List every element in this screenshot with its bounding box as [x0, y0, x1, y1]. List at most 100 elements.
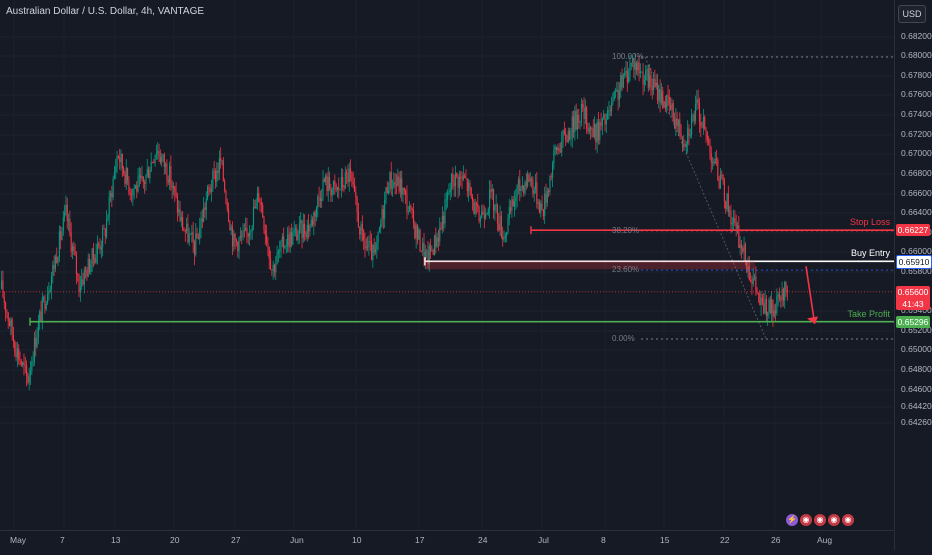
candle-body — [773, 310, 775, 317]
candle-body — [727, 193, 729, 212]
candle-body — [401, 178, 403, 195]
candle-body — [705, 128, 707, 132]
candle-body — [285, 245, 287, 247]
candle-body — [583, 107, 585, 119]
candle-body — [437, 237, 439, 242]
candle-body — [767, 311, 769, 316]
candle-body — [576, 114, 579, 130]
candle-body — [151, 162, 154, 163]
candle-body — [224, 180, 226, 191]
candle-body — [137, 176, 139, 192]
candle-body — [121, 153, 123, 169]
candle-body — [365, 246, 367, 249]
candle-body — [750, 279, 752, 282]
candle-body — [184, 230, 186, 232]
candle-body — [550, 176, 552, 177]
candle-body — [370, 241, 373, 260]
candle-body — [175, 191, 177, 197]
candle-body — [759, 293, 761, 306]
candle-body — [498, 223, 500, 231]
lightning-icon[interactable]: ⚡ — [786, 514, 798, 526]
candle-body — [512, 199, 514, 207]
candle-body — [591, 128, 593, 130]
flag-us-icon[interactable]: ◉ — [842, 514, 854, 526]
candle-body — [226, 203, 228, 210]
candle-body — [399, 178, 401, 192]
candle-body — [200, 218, 202, 229]
candle-body — [402, 188, 404, 195]
candle-body — [612, 99, 614, 104]
candle-body — [319, 197, 321, 202]
candle-body — [60, 231, 62, 240]
candle-body — [203, 207, 205, 222]
buy-entry-label: Buy Entry — [850, 248, 890, 259]
candle-body — [621, 75, 623, 88]
candle-body — [271, 269, 273, 271]
candle-body — [609, 110, 611, 112]
candle-body — [335, 184, 337, 190]
candle-body — [658, 88, 660, 101]
x-tick-label: 7 — [60, 535, 65, 545]
candle-body — [427, 251, 429, 265]
candle-body — [150, 162, 152, 172]
currency-button[interactable]: USD — [898, 5, 926, 23]
candle-body — [625, 70, 627, 73]
candle-body — [490, 189, 492, 192]
candle-body — [372, 245, 374, 260]
candle-body — [360, 224, 362, 235]
candle-body — [332, 180, 335, 189]
candle-body — [256, 193, 258, 200]
candle-body — [600, 122, 602, 126]
candle-body — [478, 207, 480, 222]
candle-body — [407, 211, 409, 213]
candle-body — [772, 299, 774, 317]
candle-body — [208, 186, 210, 188]
candle-body — [178, 209, 180, 213]
fib-level-label: 38.20% — [612, 225, 640, 235]
candle-body — [281, 236, 283, 242]
candle-body — [153, 162, 155, 163]
candle-body — [412, 210, 415, 224]
y-tick-label: 0.67600 — [901, 89, 932, 99]
x-tick-label: Aug — [817, 535, 833, 545]
candle-body — [359, 227, 361, 235]
candle-body — [633, 58, 635, 70]
candle-body — [18, 348, 20, 360]
candle-body — [616, 89, 618, 92]
candle-body — [233, 233, 235, 247]
candle-body — [195, 233, 197, 255]
candle-body — [71, 246, 74, 252]
flag-us-icon[interactable]: ◉ — [828, 514, 840, 526]
candle-body — [420, 250, 422, 252]
candle-body — [532, 179, 534, 194]
candle-body — [239, 235, 241, 238]
flag-us-icon[interactable]: ◉ — [800, 514, 812, 526]
candle-body — [571, 116, 573, 138]
candle-body — [756, 291, 758, 294]
candle-body — [592, 128, 594, 138]
candle-body — [670, 104, 672, 110]
candle-body — [777, 294, 779, 297]
candle-body — [287, 234, 289, 246]
candle-body — [763, 303, 765, 314]
candle-body — [293, 230, 295, 233]
candle-body — [660, 90, 662, 103]
candle-body — [638, 62, 640, 74]
x-tick-label: 26 — [771, 535, 781, 545]
candle-body — [318, 196, 320, 198]
candle-body — [237, 241, 239, 252]
candle-body — [327, 176, 329, 192]
flag-us-icon[interactable]: ◉ — [814, 514, 826, 526]
candle-body — [188, 233, 190, 243]
candle-body — [343, 186, 345, 189]
candle-body — [357, 211, 359, 228]
candle-body — [158, 151, 160, 158]
candle-body — [172, 186, 175, 189]
candle-body — [81, 279, 83, 287]
candle-body — [786, 289, 788, 293]
candle-body — [353, 183, 356, 193]
y-tick-label: 0.67200 — [901, 129, 932, 139]
candle-body — [642, 71, 644, 85]
